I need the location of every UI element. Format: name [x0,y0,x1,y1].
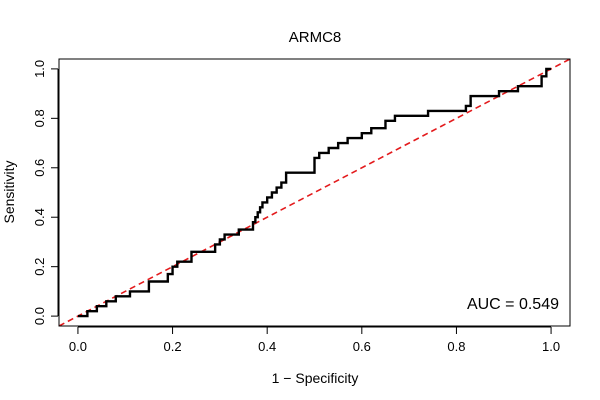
chart-title: ARMC8 [289,29,342,46]
x-tick-label: 0.8 [447,339,465,354]
y-tick-label: 0.6 [32,159,47,177]
x-tick-label: 0.0 [69,339,87,354]
x-axis-label: 1 − Specificity [272,370,359,386]
y-tick-label: 0.8 [32,109,47,127]
y-tick-label: 0.2 [32,258,47,276]
auc-annotation: AUC = 0.549 [467,296,559,313]
x-tick-label: 0.4 [258,339,276,354]
plot-frame [58,58,571,327]
plot-area [59,59,570,326]
roc-curve-line [77,67,552,318]
x-tick-label: 0.6 [353,339,371,354]
y-tick-label: 1.0 [32,60,47,78]
chance-diagonal-line [59,59,570,326]
x-tick-label: 0.2 [164,339,182,354]
y-tick-label: 0.4 [32,208,47,226]
y-axis-label: Sensitivity [1,160,17,223]
x-tick-label: 1.0 [542,339,560,354]
x-axis: 0.0 0.2 0.4 0.6 0.8 1.0 [69,326,560,354]
y-tick-label: 0.0 [32,307,47,325]
y-axis: 0.0 0.2 0.4 0.6 0.8 1.0 [32,60,59,325]
